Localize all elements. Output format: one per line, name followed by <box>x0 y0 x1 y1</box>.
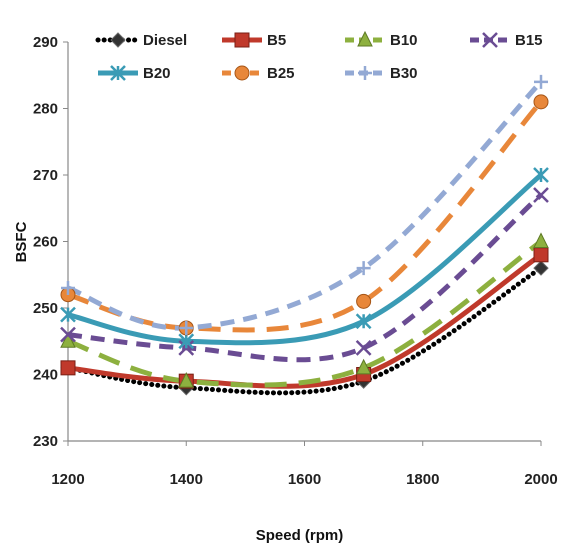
series-line-b20 <box>67 173 543 346</box>
legend-label-b5: B5 <box>267 32 286 49</box>
data-point-b30 <box>356 261 371 276</box>
x-axis-title: Speed (rpm) <box>256 527 344 544</box>
data-point-b25 <box>356 293 372 309</box>
series-line-b25 <box>67 100 543 333</box>
data-point-b25 <box>533 94 549 110</box>
data-point-b5 <box>60 360 76 376</box>
legend-label-b30: B30 <box>390 65 418 82</box>
y-tick-label: 290 <box>33 34 58 51</box>
y-tick-label: 260 <box>33 234 58 251</box>
x-tick-label: 1200 <box>51 471 84 488</box>
data-point-b20 <box>355 313 372 330</box>
legend-marker-b20 <box>110 65 126 81</box>
x-tick-label: 1600 <box>288 471 321 488</box>
legend-marker-b30 <box>358 66 372 80</box>
legend-marker-b10 <box>357 30 373 47</box>
x-tick-label: 2000 <box>524 471 557 488</box>
legend-label-b25: B25 <box>267 65 295 82</box>
data-point-b15 <box>355 340 372 356</box>
data-point-b20 <box>178 333 195 350</box>
data-point-diesel <box>533 260 549 276</box>
series-line-b30 <box>67 80 543 331</box>
y-axis-title: BSFC <box>13 221 30 262</box>
data-point-b30 <box>61 281 75 296</box>
series-line-diesel <box>65 265 544 396</box>
data-point-b10 <box>178 372 195 388</box>
legend-label-b20: B20 <box>143 65 171 82</box>
y-tick-label: 270 <box>33 167 58 184</box>
x-tick-label: 1400 <box>170 471 203 488</box>
y-tick-label: 230 <box>33 433 58 450</box>
series-line-b10 <box>67 239 543 388</box>
legend-marker-b25 <box>234 65 250 81</box>
legend-label-diesel: Diesel <box>143 32 187 49</box>
legend-label-b10: B10 <box>390 32 418 49</box>
data-point-b15 <box>533 187 549 203</box>
legend-marker-diesel <box>110 32 126 48</box>
legend-label-b15: B15 <box>515 32 543 49</box>
data-point-b30 <box>534 74 548 89</box>
series-line-b15 <box>67 193 543 363</box>
x-tick-label: 1800 <box>406 471 439 488</box>
y-tick-label: 250 <box>33 300 58 317</box>
data-point-b10 <box>60 332 76 348</box>
data-point-b10 <box>355 358 372 375</box>
data-point-b30 <box>179 320 194 335</box>
data-point-b20 <box>60 306 76 323</box>
legend-marker-b15 <box>482 32 498 48</box>
data-point-b20 <box>533 167 549 183</box>
legend-marker-b5 <box>234 32 250 48</box>
data-point-b10 <box>533 232 549 248</box>
series-markers <box>60 74 549 396</box>
series-line-b5 <box>67 252 543 389</box>
series-lines <box>65 80 544 396</box>
legend: Diesel B5 B10 B15 B20 B25 B30 <box>95 30 543 82</box>
y-tick-label: 240 <box>33 367 58 384</box>
axes: 230 240 250 260 270 280 290 1200 1400 1600 1800 200… <box>33 34 558 488</box>
data-point-b5 <box>533 247 549 263</box>
y-tick-label: 280 <box>33 101 58 118</box>
data-point-b15 <box>60 326 76 343</box>
